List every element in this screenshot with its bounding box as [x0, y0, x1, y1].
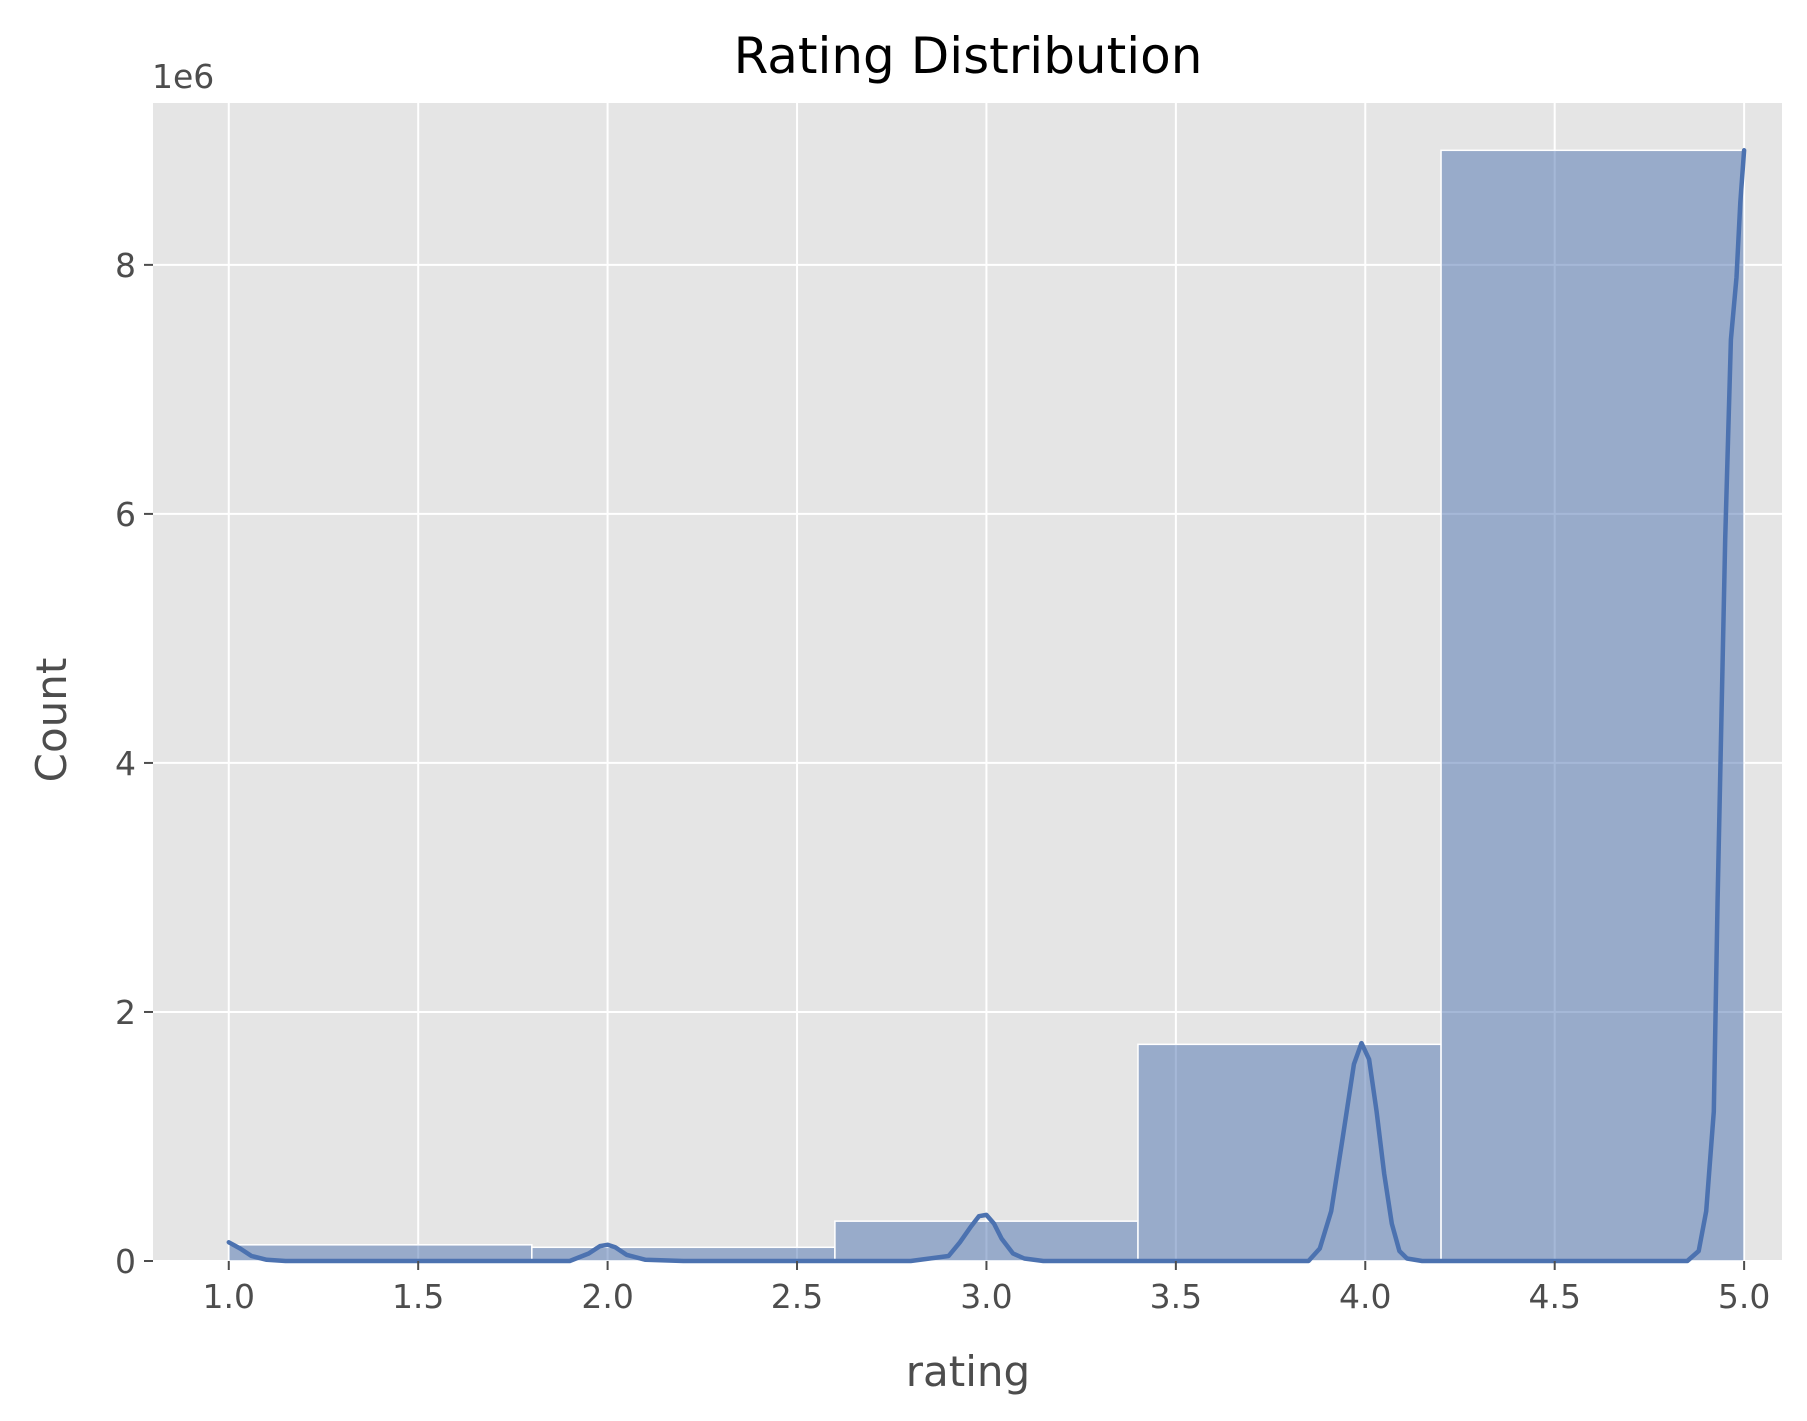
y-tick-label: 0 — [115, 1242, 136, 1281]
kde-curve-layer — [226, 148, 1747, 1264]
x-tick-label: 4.0 — [1339, 1277, 1391, 1316]
axis-ticks: 1.0 1.5 2.0 2.5 3.0 3.5 4.0 4.5 5.0 0 2 4 6 8 — [115, 246, 1770, 1316]
y-axis-offset-label: 1e6 — [152, 57, 214, 96]
x-tick-label: 5.0 — [1718, 1277, 1770, 1316]
x-tick-label: 2.0 — [581, 1277, 633, 1316]
x-tick-label: 1.5 — [392, 1277, 444, 1316]
histogram-bar — [1137, 1043, 1442, 1262]
y-tick-label: 2 — [115, 993, 136, 1032]
x-tick-label: 3.0 — [960, 1277, 1012, 1316]
kde-line — [226, 148, 1747, 1264]
x-tick-label: 1.0 — [203, 1277, 255, 1316]
y-axis-label: Count — [27, 658, 76, 783]
histogram-bar — [834, 1220, 1139, 1262]
y-tick-label: 4 — [115, 744, 136, 783]
y-tick-label: 6 — [115, 495, 136, 534]
x-tick-label: 3.5 — [1150, 1277, 1202, 1316]
x-axis-label: rating — [906, 1347, 1030, 1396]
y-tick-label: 8 — [115, 246, 136, 285]
chart-title: Rating Distribution — [734, 27, 1203, 85]
x-tick-label: 2.5 — [771, 1277, 823, 1316]
x-tick-label: 4.5 — [1528, 1277, 1580, 1316]
histogram-bar — [1440, 149, 1745, 1262]
